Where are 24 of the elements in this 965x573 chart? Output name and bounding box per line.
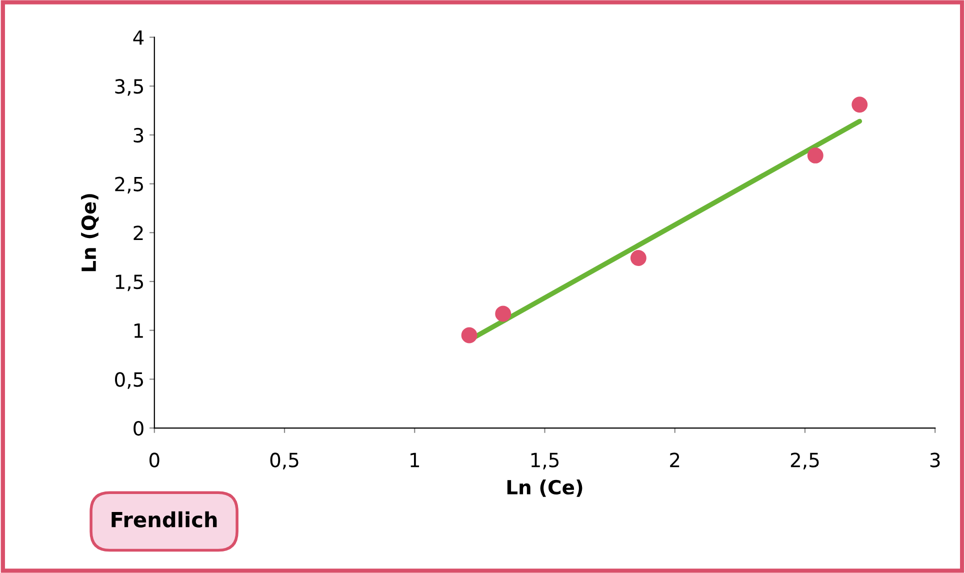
x-tick-label: 1,5 bbox=[531, 452, 559, 470]
x-tick-label: 0,5 bbox=[270, 452, 298, 470]
y-tick-label: 1 bbox=[134, 324, 143, 338]
point bbox=[630, 250, 646, 266]
point bbox=[807, 147, 824, 164]
text: Frendlich bbox=[112, 511, 217, 528]
x-axis-title: Ln (Ce) bbox=[507, 480, 582, 497]
y-tick-label: 0 bbox=[134, 420, 144, 436]
y-tick-label: 3 bbox=[134, 128, 144, 143]
x-tick-label: 0 bbox=[149, 452, 160, 468]
x-tick-label: 2,5 bbox=[790, 452, 819, 470]
x-tick-label: 1 bbox=[410, 452, 420, 468]
x-tick-label: 3 bbox=[930, 452, 940, 468]
y-tick-label: 0,5 bbox=[115, 372, 143, 389]
y-tick-label: 2,5 bbox=[115, 176, 143, 194]
y-axis-title: Ln (Qe) bbox=[81, 194, 99, 272]
y-tick-label: 2 bbox=[134, 226, 143, 240]
y-tick-label: 3,5 bbox=[115, 79, 143, 96]
point bbox=[461, 327, 478, 344]
y-tick-label: 4 bbox=[133, 30, 144, 45]
x-tick-label: 2 bbox=[670, 452, 680, 468]
y-tick-label: 1,5 bbox=[116, 274, 143, 292]
point bbox=[852, 96, 868, 113]
point bbox=[495, 306, 512, 322]
